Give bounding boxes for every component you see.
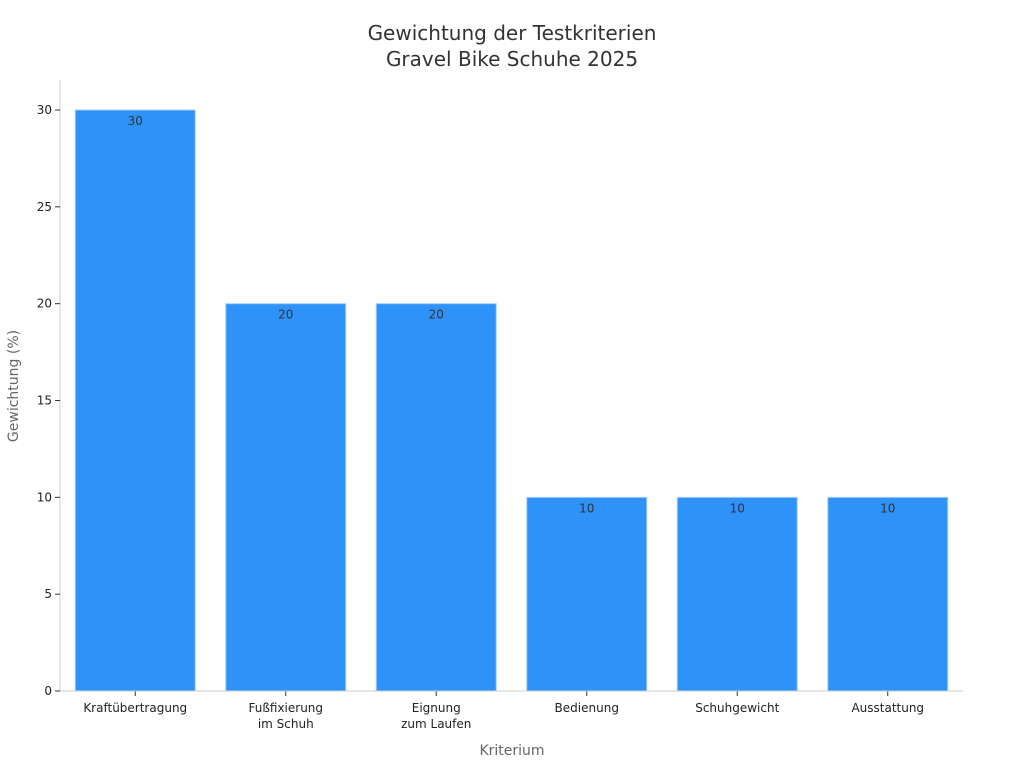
y-tick-label: 5	[44, 587, 52, 601]
chart-title: Gewichtung der Testkriterien	[368, 21, 657, 45]
bar	[74, 109, 196, 692]
data-label: 10	[880, 501, 895, 515]
bar	[676, 496, 798, 692]
x-tick-label: Ausstattung	[851, 701, 924, 715]
bar	[526, 496, 648, 692]
y-tick-label: 20	[37, 297, 52, 311]
y-tick-label: 30	[37, 103, 52, 117]
y-tick-label: 25	[37, 200, 52, 214]
bar	[225, 303, 347, 692]
data-label: 10	[579, 501, 594, 515]
data-label: 10	[730, 501, 745, 515]
bar	[827, 496, 949, 692]
x-tick-label: Fußfixierung	[248, 701, 323, 715]
x-axis-label: Kriterium	[479, 743, 544, 759]
bar	[375, 303, 497, 692]
x-tick-label: im Schuh	[258, 717, 314, 731]
x-tick-label: Eignung	[412, 701, 461, 715]
x-tick-label: Kraftübertragung	[83, 701, 187, 715]
y-tick-label: 0	[44, 684, 52, 698]
x-tick-label: Schuhgewicht	[695, 701, 779, 715]
x-tick-label: Bedienung	[555, 701, 619, 715]
data-label: 30	[128, 114, 143, 128]
x-tick-label: zum Laufen	[401, 717, 471, 731]
y-tick-label: 15	[37, 393, 52, 407]
data-label: 20	[278, 308, 293, 322]
y-axis-label: Gewichtung (%)	[6, 330, 22, 442]
chart-subtitle: Gravel Bike Schuhe 2025	[386, 47, 638, 71]
data-label: 20	[429, 308, 444, 322]
y-tick-label: 10	[37, 490, 52, 504]
